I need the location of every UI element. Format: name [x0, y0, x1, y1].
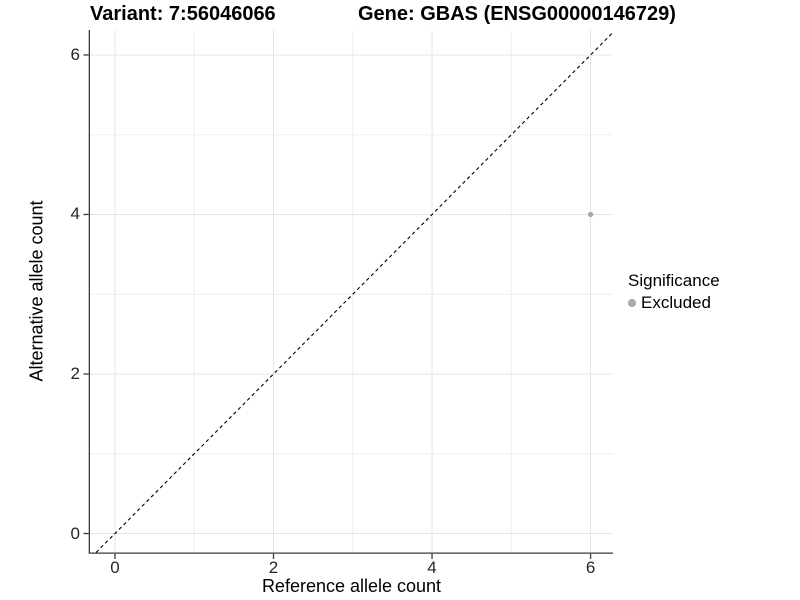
legend-title: Significance — [628, 271, 720, 290]
legend-entry-label: Excluded — [641, 293, 711, 312]
x-axis-title: Reference allele count — [261, 576, 442, 596]
legend: Significance Excluded — [628, 270, 720, 313]
x-tick-label: 6 — [585, 558, 596, 577]
y-tick-label: 0 — [70, 523, 80, 543]
y-tick-label: 6 — [70, 44, 80, 64]
x-tick-label: 4 — [427, 558, 437, 577]
x-tick-label: 0 — [110, 558, 120, 577]
legend-entry-excluded: Excluded — [628, 293, 720, 313]
data-point — [587, 211, 594, 218]
identity-dashed-line — [95, 32, 614, 553]
x-tick-label: 2 — [268, 558, 279, 577]
plot-title-variant: Variant: 7:56046066 — [90, 3, 276, 25]
y-axis-title: Alternative allele count — [26, 200, 47, 382]
legend-point-icon — [628, 299, 636, 307]
y-tick-label: 4 — [70, 204, 80, 224]
y-tick-label: 2 — [70, 363, 80, 383]
plot-title-gene: Gene: GBAS (ENSG00000146729) — [358, 3, 676, 25]
